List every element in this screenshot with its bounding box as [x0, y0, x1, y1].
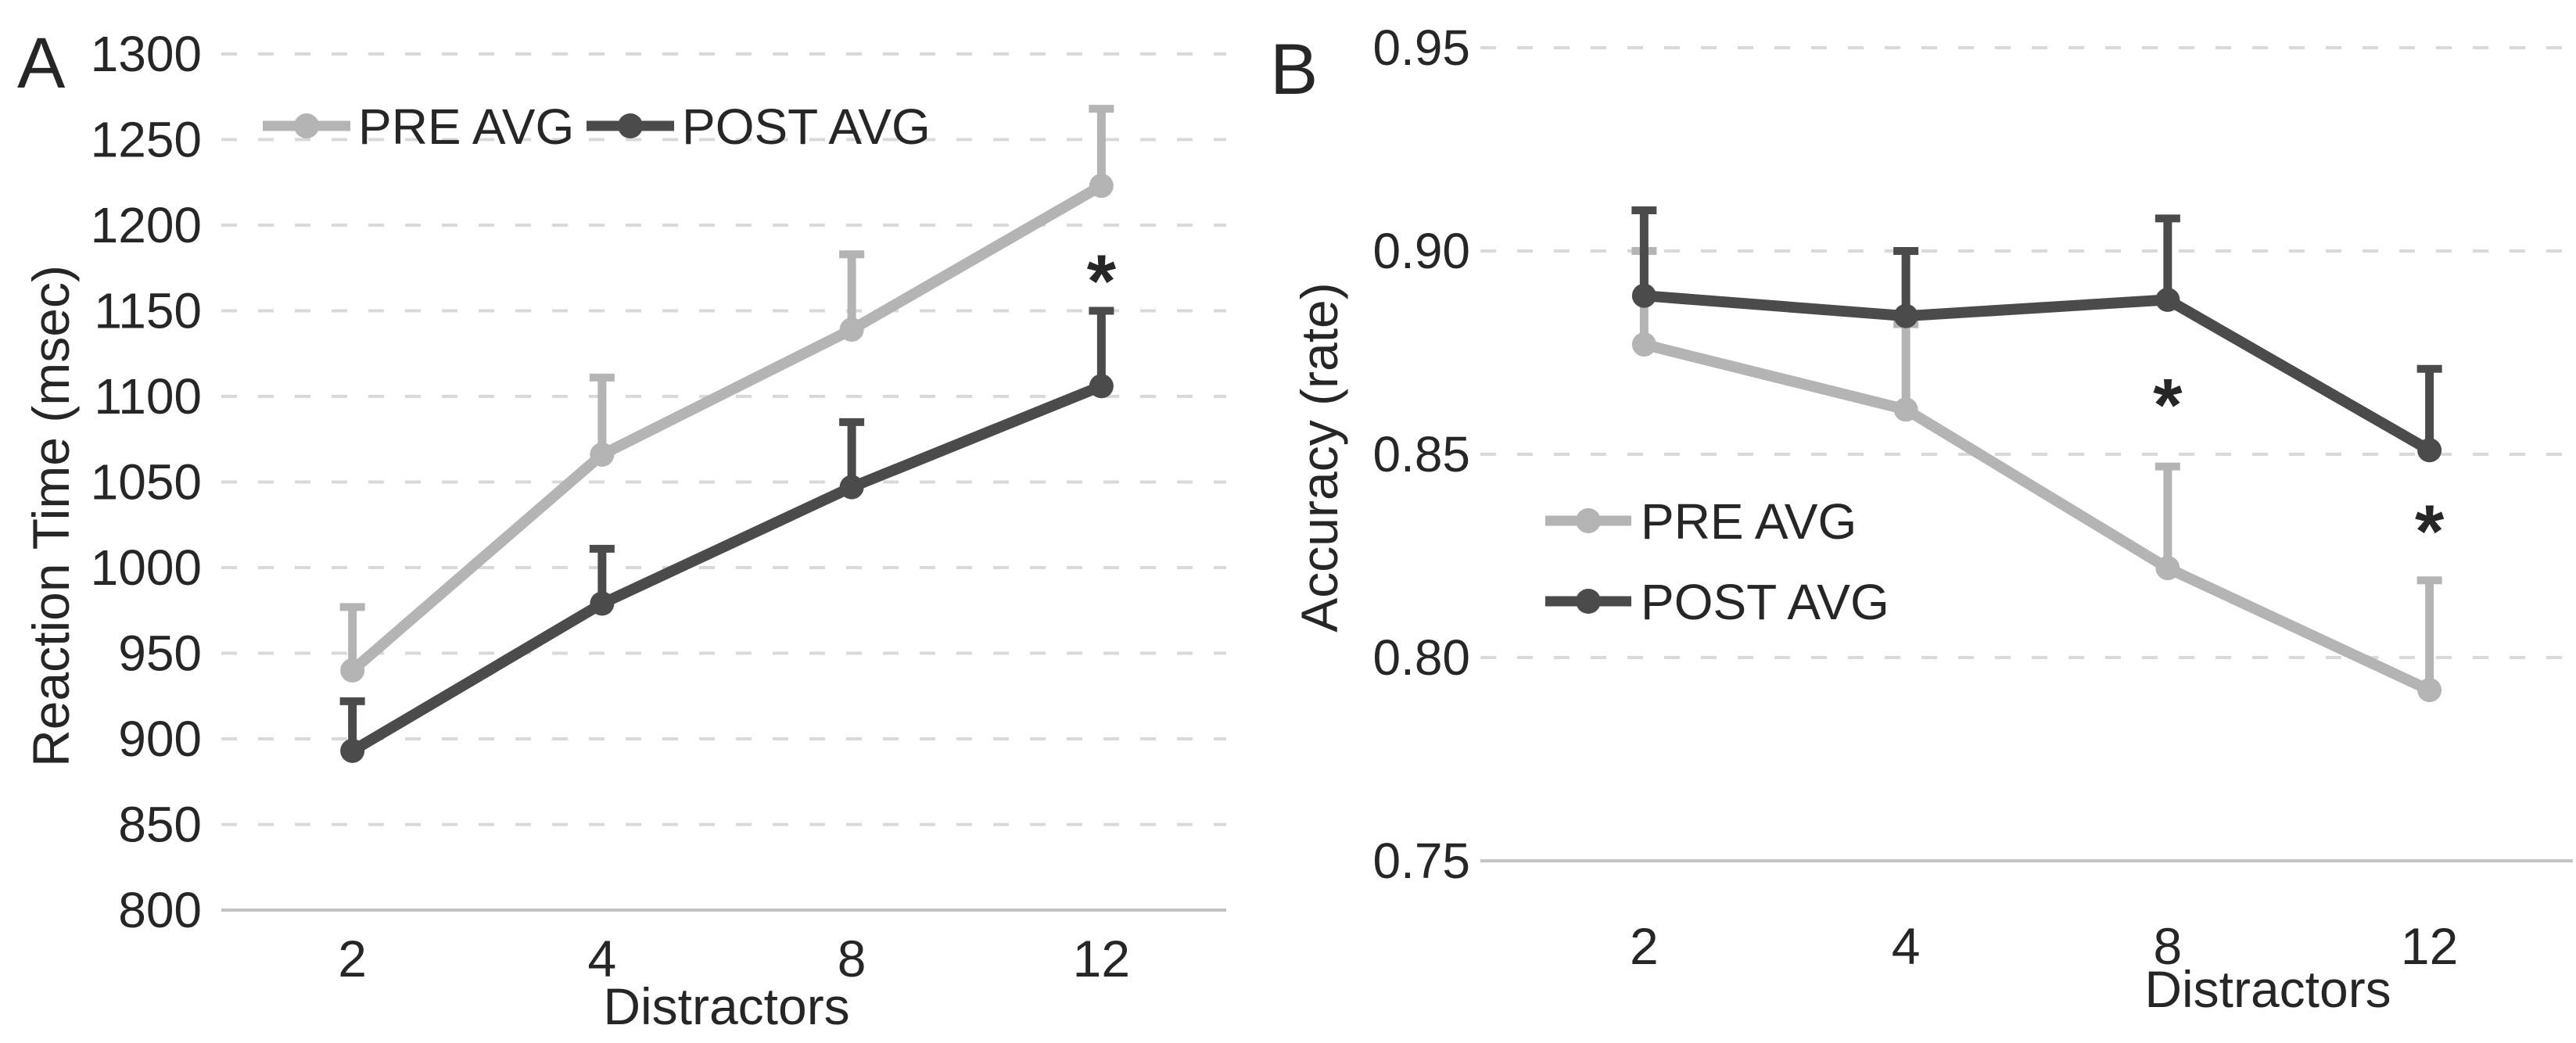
y-tick-label: 0.90: [1372, 223, 1470, 279]
legend-item-pre-avg: PRE AVG: [263, 99, 574, 155]
legend-marker-dot: [618, 113, 643, 138]
series-line-post-avg: [346, 380, 1107, 757]
x-tick-label: 12: [2401, 917, 2458, 975]
y-tick-label: 1250: [91, 112, 202, 168]
legend-marker-dot: [1576, 508, 1601, 533]
significance-asterisk: *: [2153, 364, 2183, 447]
legend-item-post-avg: POST AVG: [587, 99, 931, 155]
y-tick-label: 1300: [91, 26, 202, 82]
x-tick-label: 8: [2154, 917, 2183, 975]
legend-label: POST AVG: [682, 99, 931, 155]
legend-marker-dot: [1576, 589, 1601, 614]
data-point-marker: [1089, 374, 1114, 399]
x-tick-label: 2: [338, 930, 367, 987]
data-point-marker: [1631, 283, 1656, 308]
data-point-marker: [1089, 174, 1114, 199]
legend-label: POST AVG: [1641, 574, 1889, 630]
y-tick-label: 0.85: [1372, 426, 1470, 482]
x-axis-title: Distractors: [2144, 960, 2391, 1018]
y-tick-label: 0.80: [1372, 629, 1470, 686]
series-line-pre-avg: [346, 180, 1107, 676]
data-point-marker: [839, 317, 864, 342]
legend: PRE AVG POST AVG: [1545, 493, 1889, 630]
legend-marker-dot: [294, 113, 319, 138]
x-tick-label: 4: [588, 930, 617, 987]
legend-item-post-avg: POST AVG: [1545, 574, 1889, 630]
data-point-marker: [2155, 556, 2180, 581]
legend-label: PRE AVG: [1641, 493, 1857, 550]
data-point-marker: [340, 738, 365, 763]
panel-a-group: 800 850 900 950 1000 1050 1100 1150 1200 1250 1300…: [17, 23, 1226, 1035]
data-point-marker: [2417, 438, 2442, 463]
data-point-marker: [2155, 287, 2180, 312]
x-tick-label: 12: [1073, 930, 1130, 987]
y-tick-label: 950: [118, 625, 202, 682]
y-tick-label: 800: [118, 882, 202, 938]
data-point-marker: [2417, 678, 2442, 703]
y-axis-title: Accuracy (rate): [1290, 282, 1348, 632]
y-tick-label: 1200: [91, 197, 202, 253]
y-tick-label: 1050: [91, 454, 202, 511]
legend: PRE AVG POST AVG: [263, 99, 931, 155]
y-tick-label: 0.95: [1372, 20, 1470, 76]
x-axis-title: Distractors: [603, 977, 849, 1035]
data-point-marker: [590, 591, 615, 616]
data-point-marker: [590, 442, 615, 467]
series-line-post-avg: [1638, 290, 2435, 456]
legend-label: PRE AVG: [358, 99, 574, 155]
y-tick-label: 1000: [91, 539, 202, 596]
panel-letter: B: [1270, 30, 1318, 109]
data-point-marker: [839, 475, 864, 500]
y-tick-label: 900: [118, 711, 202, 767]
y-tick-label: 1150: [94, 283, 202, 339]
legend-item-pre-avg: PRE AVG: [1545, 493, 1857, 550]
significance-asterisk: *: [2415, 489, 2445, 573]
y-tick-label: 0.75: [1372, 833, 1470, 889]
x-tick-label: 4: [1892, 917, 1921, 975]
significance-asterisk: *: [1087, 239, 1117, 323]
x-tick-label: 2: [1630, 917, 1659, 975]
series-line-pre-avg: [1638, 339, 2435, 696]
panel-letter: A: [17, 23, 66, 103]
y-tick-label: 850: [118, 797, 202, 853]
data-point-marker: [1893, 303, 1918, 328]
x-tick-label: 8: [838, 930, 866, 987]
data-point-marker: [340, 658, 365, 683]
data-point-marker: [1631, 332, 1656, 357]
data-point-marker: [1893, 397, 1918, 422]
y-axis-title: Reaction Time (msec): [22, 265, 80, 767]
y-tick-label: 1100: [94, 368, 202, 425]
